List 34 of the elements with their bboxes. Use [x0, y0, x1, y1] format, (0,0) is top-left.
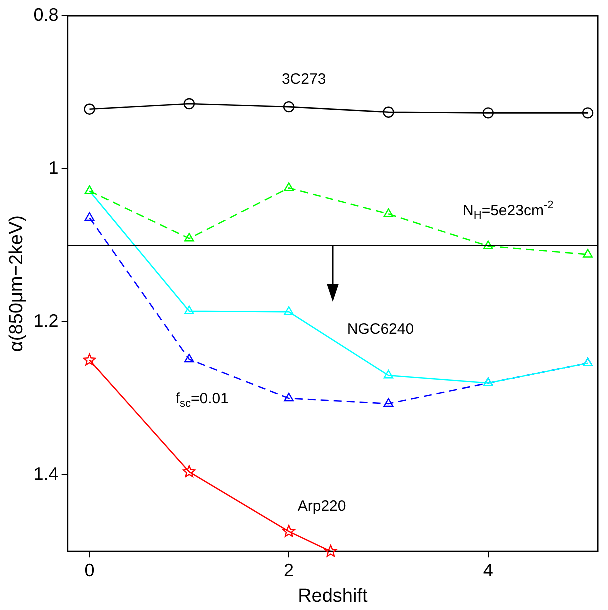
y-tick-label: 0.8: [34, 4, 59, 25]
point: [184, 98, 196, 110]
point: [84, 212, 95, 222]
point: [184, 233, 194, 242]
point: [284, 182, 294, 192]
point: [384, 208, 394, 218]
point: [284, 306, 294, 316]
point: [283, 101, 295, 113]
point: [384, 370, 394, 379]
point: [582, 108, 594, 119]
point: [184, 354, 194, 363]
y-tick-label: 1: [48, 158, 59, 178]
x-tick-label: 4: [483, 560, 494, 580]
y-tick-label: 1.4: [34, 464, 59, 484]
series-label: NGC6240: [347, 320, 414, 338]
point: [383, 106, 394, 118]
point: [284, 392, 294, 402]
point: [282, 525, 296, 538]
point: [583, 249, 593, 258]
y-axis-title: α(850μm−2keV): [6, 216, 28, 352]
point: [384, 398, 394, 408]
point: [183, 465, 196, 478]
series-label: Arp220: [298, 498, 346, 515]
y-tick-label: 1.2: [34, 311, 59, 332]
point: [483, 240, 494, 250]
x-tick-label: 0: [84, 560, 95, 580]
point: [84, 104, 96, 115]
series-label: 3C273: [282, 71, 326, 88]
point: [324, 545, 338, 558]
x-tick-label: 2: [284, 560, 294, 580]
x-axis-title: Redshift: [298, 586, 368, 607]
point: [184, 306, 194, 314]
point: [482, 108, 494, 119]
point: [83, 354, 96, 366]
